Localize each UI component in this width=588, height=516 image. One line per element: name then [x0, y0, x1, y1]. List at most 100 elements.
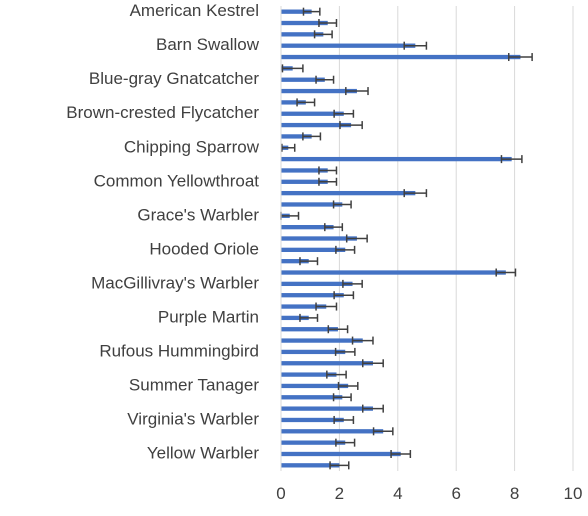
error-bar-c39	[335, 438, 356, 447]
error-bar-c02	[318, 19, 338, 28]
bar-c18	[281, 202, 343, 207]
bar-c24	[281, 270, 506, 275]
error-bar-blue-gray-gnatcatcher	[315, 75, 335, 84]
category-label-summer-tanager: Summer Tanager	[129, 375, 259, 394]
error-bar-c41	[329, 461, 350, 470]
bar-c03	[281, 32, 324, 37]
bar-c33	[281, 372, 337, 377]
category-label-purple-martin: Purple Martin	[158, 307, 259, 326]
bar-c08	[281, 88, 357, 94]
error-bar-brown-crested-flycatcher	[333, 109, 355, 118]
bar-macgillivray-s-warbler	[281, 281, 353, 287]
bar-c39	[281, 440, 346, 445]
error-bar-c35	[332, 393, 352, 402]
bar-c05	[281, 54, 521, 60]
error-bar-c15	[318, 166, 338, 175]
error-bar-c27	[315, 302, 338, 311]
bar-virginia-s-warbler	[281, 417, 344, 423]
bar-c20	[281, 225, 334, 230]
bar-c32	[281, 361, 373, 366]
error-bar-rufous-hummingbird	[334, 347, 356, 356]
error-bar-chipping-sparrow	[281, 143, 296, 152]
bar-c29	[281, 327, 338, 332]
x-tick-label-6: 6	[451, 484, 460, 503]
error-bar-c20	[324, 223, 344, 232]
error-bar-c08	[345, 87, 369, 96]
bar-american-kestrel	[281, 9, 312, 14]
bar-c12	[281, 134, 312, 139]
error-bar-c12	[302, 132, 322, 141]
x-tick-label-8: 8	[510, 484, 519, 503]
bar-c21	[281, 236, 357, 241]
bar-c17	[281, 190, 416, 196]
error-bar-macgillivray-s-warbler	[342, 279, 363, 288]
error-bar-c06	[281, 64, 304, 73]
bar-c35	[281, 395, 343, 400]
error-bar-c32	[362, 359, 384, 368]
category-label-blue-gray-gnatcatcher: Blue-gray Gnatcatcher	[89, 69, 259, 88]
error-bar-c14	[500, 155, 523, 164]
bar-c14	[281, 156, 512, 162]
bar-c26	[281, 293, 344, 298]
error-bar-c05	[508, 53, 533, 62]
error-bars	[280, 7, 533, 470]
bar-c36	[281, 406, 373, 411]
category-label-american-kestrel: American Kestrel	[130, 1, 259, 20]
error-bar-virginia-s-warbler	[333, 415, 355, 424]
bar-c15	[281, 168, 328, 173]
error-bar-c21	[345, 234, 368, 243]
error-bar-c33	[326, 370, 347, 379]
bar-c23	[281, 259, 309, 264]
bar-barn-swallow	[281, 43, 416, 48]
bar-rufous-hummingbird	[281, 349, 346, 355]
error-bar-grace-s-warbler	[280, 211, 300, 220]
error-bar-c17	[403, 189, 428, 198]
category-label-hooded-oriole: Hooded Oriole	[149, 239, 259, 258]
error-bar-hooded-oriole	[335, 245, 356, 254]
error-bar-c09	[296, 98, 316, 107]
error-bar-c36	[362, 404, 384, 413]
bar-blue-gray-gnatcatcher	[281, 77, 325, 82]
error-bar-barn-swallow	[403, 41, 428, 50]
x-tick-labels: 0 2 4 6 8 10	[276, 484, 582, 503]
bar-c09	[281, 100, 306, 105]
error-bar-c24	[495, 268, 517, 277]
category-label-virginia-s-warbler: Virginia's Warbler	[127, 409, 259, 428]
bar-c02	[281, 20, 328, 26]
bar-purple-martin	[281, 315, 309, 321]
error-bar-c26	[333, 291, 355, 300]
error-bar-c30	[351, 336, 374, 345]
category-label-yellow-warbler: Yellow Warbler	[147, 443, 259, 462]
error-bar-yellow-warbler	[390, 449, 412, 458]
x-tick-label-4: 4	[393, 484, 402, 503]
category-label-rufous-hummingbird: Rufous Hummingbird	[99, 341, 259, 360]
bar-c30	[281, 338, 363, 343]
bar-yellow-warbler	[281, 451, 401, 457]
bar-brown-crested-flycatcher	[281, 111, 344, 116]
error-bar-c03	[313, 30, 333, 39]
error-bar-c29	[327, 325, 349, 334]
error-bar-common-yellowthroat	[318, 177, 338, 186]
category-label-common-yellowthroat: Common Yellowthroat	[94, 171, 260, 190]
error-bar-c18	[332, 200, 352, 209]
error-bar-summer-tanager	[337, 381, 359, 390]
bar-c27	[281, 304, 327, 309]
category-label-grace-s-warbler: Grace's Warbler	[137, 205, 259, 224]
category-label-macgillivray-s-warbler: MacGillivray's Warbler	[91, 273, 259, 292]
error-bar-american-kestrel	[302, 7, 321, 16]
bar-c41	[281, 463, 340, 468]
bar-common-yellowthroat	[281, 179, 328, 184]
error-bar-c23	[299, 257, 319, 266]
category-label-brown-crested-flycatcher: Brown-crested Flycatcher	[66, 103, 259, 122]
x-tick-label-10: 10	[564, 484, 583, 503]
category-label-chipping-sparrow: Chipping Sparrow	[124, 137, 260, 156]
error-bar-c38	[372, 427, 394, 436]
bars	[281, 9, 521, 468]
x-tick-label-2: 2	[335, 484, 344, 503]
category-labels: American Kestrel Barn Swallow Blue-gray Gn…	[66, 1, 259, 462]
gridlines	[338, 6, 574, 471]
bar-c38	[281, 429, 384, 434]
bar-c11	[281, 122, 352, 128]
category-label-barn-swallow: Barn Swallow	[156, 35, 260, 54]
